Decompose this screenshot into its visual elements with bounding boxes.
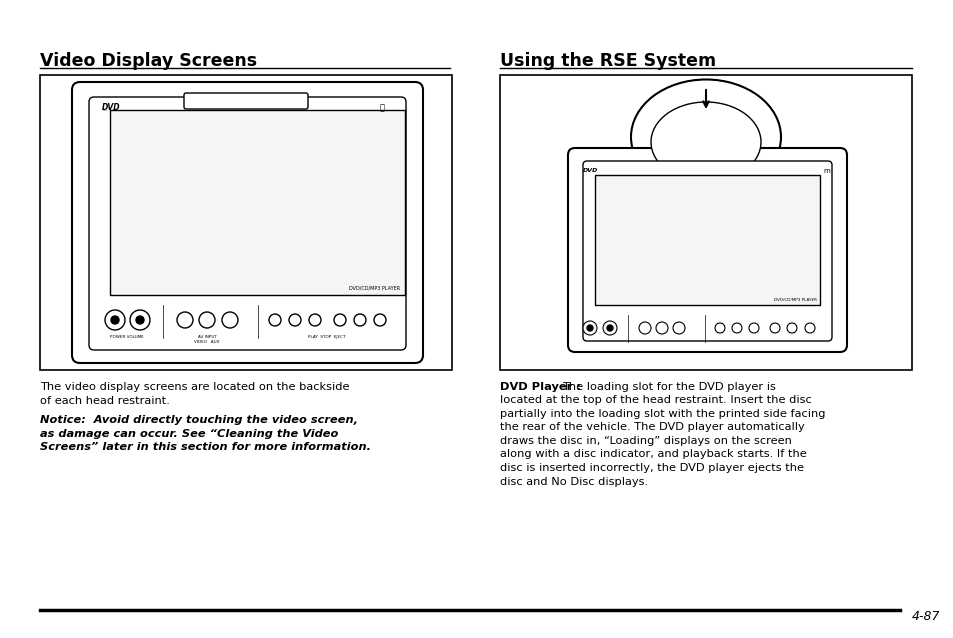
Circle shape bbox=[309, 314, 320, 326]
Ellipse shape bbox=[650, 102, 760, 182]
Circle shape bbox=[582, 321, 597, 335]
FancyBboxPatch shape bbox=[184, 93, 308, 109]
Text: The video display screens are located on the backside
of each head restraint.: The video display screens are located on… bbox=[40, 382, 349, 406]
Text: Using the RSE System: Using the RSE System bbox=[499, 52, 716, 70]
Circle shape bbox=[672, 322, 684, 334]
Circle shape bbox=[177, 312, 193, 328]
Text: AV INPUT: AV INPUT bbox=[197, 335, 216, 339]
Text: VIDEO   AUX: VIDEO AUX bbox=[194, 340, 219, 344]
Text: DVD: DVD bbox=[582, 168, 598, 173]
Text: Video Display Screens: Video Display Screens bbox=[40, 52, 257, 70]
Text: DVD: DVD bbox=[102, 103, 120, 112]
Circle shape bbox=[136, 316, 144, 324]
Text: DVD/CD/MP3 PLAYER: DVD/CD/MP3 PLAYER bbox=[773, 298, 816, 302]
Circle shape bbox=[786, 323, 796, 333]
Bar bbox=[40, 75, 452, 370]
Bar bbox=[595, 175, 820, 305]
Text: Notice:  Avoid directly touching the video screen,
as damage can occur. See “Cle: Notice: Avoid directly touching the vide… bbox=[40, 415, 371, 452]
Circle shape bbox=[111, 316, 119, 324]
Circle shape bbox=[602, 321, 617, 335]
Text: m: m bbox=[822, 168, 829, 174]
Text: DVD/CD/MP3 PLAYER: DVD/CD/MP3 PLAYER bbox=[349, 285, 399, 290]
FancyBboxPatch shape bbox=[89, 97, 406, 350]
Circle shape bbox=[586, 325, 593, 331]
Text: 4-87: 4-87 bbox=[911, 610, 940, 623]
Text: POWER VOLUME: POWER VOLUME bbox=[110, 335, 144, 339]
Circle shape bbox=[269, 314, 281, 326]
Circle shape bbox=[606, 325, 613, 331]
Circle shape bbox=[804, 323, 814, 333]
Circle shape bbox=[222, 312, 237, 328]
Text: located at the top of the head restraint. Insert the disc
partially into the loa: located at the top of the head restraint… bbox=[499, 395, 824, 487]
Circle shape bbox=[289, 314, 301, 326]
Ellipse shape bbox=[630, 80, 781, 195]
Text: The loading slot for the DVD player is: The loading slot for the DVD player is bbox=[561, 382, 775, 392]
Circle shape bbox=[714, 323, 724, 333]
Circle shape bbox=[130, 310, 150, 330]
Circle shape bbox=[334, 314, 346, 326]
Bar bbox=[499, 75, 911, 370]
Circle shape bbox=[748, 323, 759, 333]
Circle shape bbox=[731, 323, 741, 333]
Circle shape bbox=[199, 312, 214, 328]
Circle shape bbox=[656, 322, 667, 334]
Text: ···: ··· bbox=[102, 108, 107, 113]
Circle shape bbox=[639, 322, 650, 334]
Circle shape bbox=[354, 314, 366, 326]
FancyBboxPatch shape bbox=[567, 148, 846, 352]
Text: 📱: 📱 bbox=[379, 103, 385, 112]
Text: DVD Player :: DVD Player : bbox=[499, 382, 584, 392]
FancyBboxPatch shape bbox=[71, 82, 422, 363]
FancyBboxPatch shape bbox=[582, 161, 831, 341]
Circle shape bbox=[769, 323, 780, 333]
Circle shape bbox=[105, 310, 125, 330]
Bar bbox=[110, 110, 405, 295]
Circle shape bbox=[374, 314, 386, 326]
Text: PLAY  STOP  EJECT: PLAY STOP EJECT bbox=[308, 335, 345, 339]
